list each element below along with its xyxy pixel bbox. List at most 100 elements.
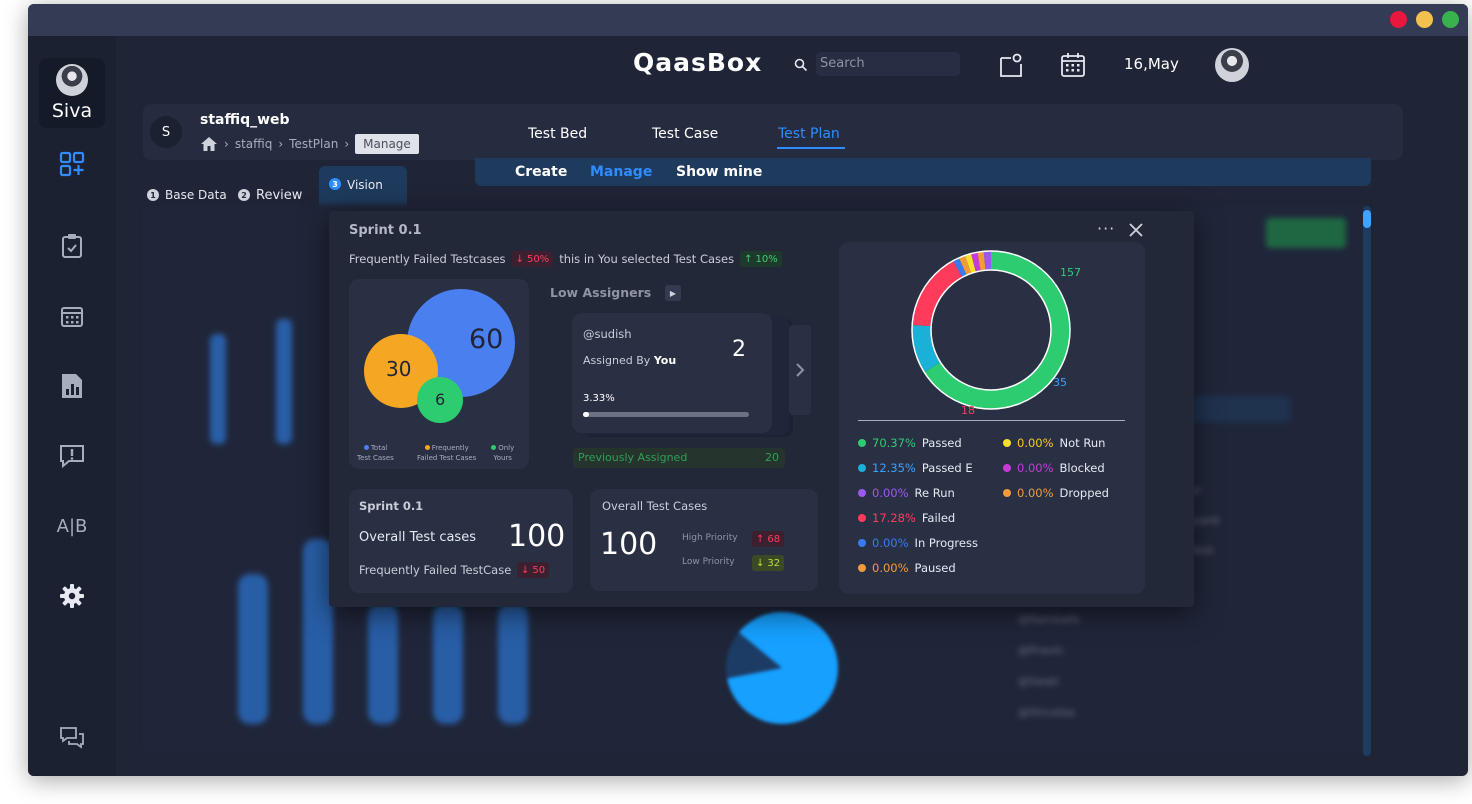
scrollbar-thumb[interactable] <box>1363 210 1371 228</box>
legend-label: Passed <box>921 436 962 450</box>
breadcrumb-item[interactable]: staffiq <box>234 137 273 151</box>
subtab-manage[interactable]: Manage <box>590 164 653 180</box>
minimize-window-button[interactable] <box>1416 11 1433 28</box>
legend-item-not-run[interactable]: 0.00% Not Run <box>1003 436 1105 450</box>
arrow-up-icon: ↑ <box>756 533 765 545</box>
close-modal-icon[interactable] <box>1129 222 1143 241</box>
legend-item-passed[interactable]: 70.37% Passed <box>858 436 962 450</box>
calendar-icon[interactable] <box>56 300 88 332</box>
bubble-yours-value: 6 <box>435 390 446 409</box>
low-priority-badge: ↓ 32 <box>752 555 785 571</box>
step-vision[interactable]: 3 Vision <box>319 166 407 208</box>
legend-dot-icon <box>1003 464 1011 472</box>
assigned-progress-track <box>583 412 749 417</box>
legend-dot-icon <box>858 439 866 447</box>
legend-dot-icon <box>1003 489 1011 497</box>
ab-test-icon[interactable]: A|B <box>56 515 88 537</box>
sidebar: Siva A|B <box>28 36 116 776</box>
legend-item-passed-e[interactable]: 12.35% Passed E <box>858 461 973 475</box>
legend-percent: 0.00% <box>872 561 909 575</box>
search-input[interactable]: Search <box>816 52 960 76</box>
legend-dot-icon <box>858 514 866 522</box>
high-priority-label: High Priority <box>682 533 738 543</box>
legend-percent: 0.00% <box>872 536 909 550</box>
alert-icon[interactable] <box>56 440 88 472</box>
project-header: S staffiq_web › staffiq › TestPlan › Man… <box>143 104 1403 160</box>
tab-test-case[interactable]: Test Case <box>652 126 719 142</box>
settings-icon[interactable] <box>56 580 88 612</box>
clipboard-icon[interactable] <box>56 230 88 262</box>
sub-nav: Create Manage Show mine <box>475 158 1371 186</box>
bubble-legend-frequent: Frequently Failed Test Cases <box>417 444 477 462</box>
notification-icon[interactable] <box>999 52 1023 82</box>
maximize-window-button[interactable] <box>1442 11 1459 28</box>
background-chart-top <box>158 234 338 464</box>
summary-mid: this in You selected Test Cases <box>559 252 735 266</box>
dashboard-add-icon[interactable] <box>56 148 88 180</box>
legend-item-re-run[interactable]: 0.00% Re Run <box>858 486 955 500</box>
assigned-progress-fill <box>583 412 589 417</box>
assigned-percent: 3.33% <box>583 393 615 404</box>
step-number: 1 <box>147 189 159 201</box>
current-date: 16,May <box>1124 55 1179 73</box>
scrollbar-track[interactable] <box>1363 206 1371 756</box>
user-card[interactable]: Siva <box>39 58 105 128</box>
legend-percent: 12.35% <box>872 461 916 475</box>
overall-value: 100 <box>508 519 566 554</box>
background-mention-list: @Rambalik @Pravin @Swati @Shrutika <box>1018 613 1081 719</box>
legend-dot-icon <box>1003 439 1011 447</box>
legend-item-failed[interactable]: 17.28% Failed <box>858 511 955 525</box>
project-name: staffiq_web <box>200 112 290 128</box>
project-initial: S <box>150 116 182 148</box>
arrow-down-icon: ↓ <box>515 253 524 265</box>
step-review[interactable]: 2 Review <box>238 180 302 210</box>
legend-percent: 17.28% <box>872 511 916 525</box>
assigner-card[interactable]: @sudish Assigned By You 2 3.33% <box>572 313 772 433</box>
legend-label: In Progress <box>914 536 978 550</box>
step-base-data[interactable]: 1 Base Data <box>147 180 227 210</box>
donut-label-passed: 157 <box>1060 266 1081 279</box>
legend-label: Dropped <box>1059 486 1109 500</box>
bubble-legend-total: Total Test Cases <box>357 444 394 462</box>
legend-dot-icon <box>858 464 866 472</box>
legend-label: Paused <box>914 561 956 575</box>
freq-failed-label: Frequently Failed TestCase <box>359 563 512 577</box>
user-name: Siva <box>51 100 93 122</box>
breadcrumb-separator: › <box>278 137 284 151</box>
search-icon[interactable] <box>794 57 808 76</box>
previously-assigned-label: Previously Assigned <box>578 451 688 464</box>
subtab-create[interactable]: Create <box>515 164 568 180</box>
step-label: Base Data <box>165 188 227 202</box>
step-number: 3 <box>329 178 341 190</box>
home-icon[interactable] <box>200 136 218 152</box>
previously-assigned-bar: Previously Assigned 20 <box>573 448 785 468</box>
play-icon[interactable]: ▶ <box>665 285 681 301</box>
chat-icon[interactable] <box>56 722 88 754</box>
donut-label-failed: 18 <box>961 404 975 417</box>
tab-test-bed[interactable]: Test Bed <box>528 126 588 142</box>
legend-item-blocked[interactable]: 0.00% Blocked <box>1003 461 1105 475</box>
profile-avatar[interactable] <box>1215 48 1249 82</box>
legend-item-dropped[interactable]: 0.00% Dropped <box>1003 486 1109 500</box>
legend-label: Re Run <box>914 486 955 500</box>
breadcrumb-current: Manage <box>355 134 419 154</box>
bubble-frequent-value: 30 <box>386 357 412 381</box>
next-assigner-button[interactable] <box>789 325 811 415</box>
app-logo: QaasBox <box>633 48 763 77</box>
status-donut-card: 157 35 18 70.37% Passed 12.35% Passed E 0.00… <box>839 242 1145 594</box>
close-window-button[interactable] <box>1390 11 1407 28</box>
legend-item-in-progress[interactable]: 0.00% In Progress <box>858 536 978 550</box>
legend-item-paused[interactable]: 0.00% Paused <box>858 561 956 575</box>
breadcrumb-item[interactable]: TestPlan <box>289 137 339 151</box>
legend-label: Not Run <box>1059 436 1106 450</box>
report-icon[interactable] <box>56 370 88 402</box>
background-button <box>1266 218 1346 248</box>
tab-test-plan[interactable]: Test Plan <box>778 126 840 142</box>
vision-modal: Sprint 0.1 ··· Frequently Failed Testcas… <box>329 211 1194 607</box>
low-assigners-title: Low Assigners <box>550 285 652 300</box>
more-options-icon[interactable]: ··· <box>1097 219 1116 238</box>
active-tab-indicator <box>777 147 845 149</box>
calendar-top-icon[interactable] <box>1060 52 1086 82</box>
subtab-show-mine[interactable]: Show mine <box>676 164 763 180</box>
high-priority-badge: ↑ 68 <box>752 531 785 547</box>
